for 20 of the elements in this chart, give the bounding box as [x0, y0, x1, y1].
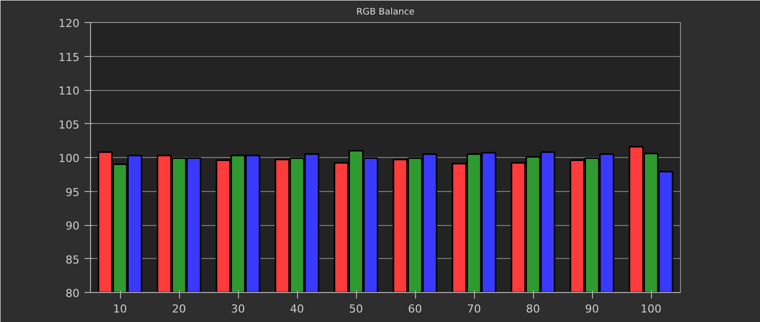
- y-tick-label: 90: [66, 220, 80, 232]
- x-tick-label: 30: [231, 302, 245, 316]
- chart-title: RGB Balance: [356, 8, 416, 18]
- x-tick-label: 80: [526, 302, 540, 316]
- x-tick-label: 10: [113, 302, 127, 316]
- y-tick-label: 85: [66, 253, 80, 266]
- x-tick-label: 40: [290, 302, 304, 316]
- y-tick-label: 100: [58, 152, 80, 165]
- y-tick-label: 110: [58, 84, 80, 98]
- x-tick-label: 100: [640, 302, 662, 316]
- x-tick-label: 90: [585, 302, 599, 316]
- y-tick-label: 120: [58, 17, 80, 30]
- y-tick-label: 115: [58, 50, 80, 64]
- y-tick-label: 95: [66, 186, 80, 199]
- x-tick-label: 70: [467, 302, 481, 316]
- x-tick-label: 20: [172, 302, 186, 316]
- y-tick-label: 105: [58, 118, 80, 132]
- y-tick-label: 80: [66, 287, 80, 300]
- x-tick-label: 50: [349, 302, 363, 316]
- x-tick-label: 60: [408, 302, 422, 316]
